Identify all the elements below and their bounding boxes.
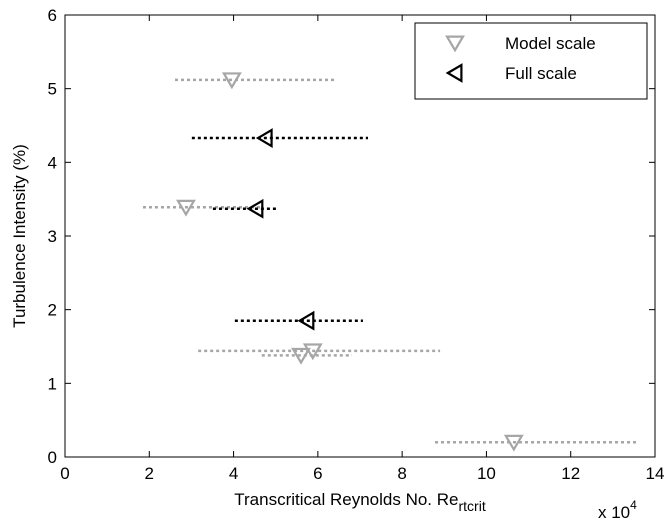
marker (503, 434, 524, 452)
y-tick-label: 6 (48, 6, 57, 25)
y-tick-label: 5 (48, 80, 57, 99)
marker (246, 198, 264, 219)
x-tick-label: 4 (229, 464, 238, 483)
y-axis-label: Turbulence Intensity (%) (10, 144, 29, 328)
legend-label: Full scale (505, 64, 577, 83)
marker (297, 310, 315, 331)
marker (291, 347, 311, 365)
y-tick-label: 4 (48, 153, 57, 172)
y-tick-label: 0 (48, 448, 57, 467)
legend-label: Model scale (505, 34, 596, 53)
x-tick-label: 2 (145, 464, 154, 483)
marker (445, 63, 463, 83)
x-tick-label: 0 (60, 464, 69, 483)
x-tick-label: 6 (313, 464, 322, 483)
y-tick-label: 1 (48, 374, 57, 393)
marker (255, 128, 273, 148)
x-tick-label: 10 (477, 464, 496, 483)
x-multiplier: x 104 (598, 498, 637, 522)
marker (176, 199, 196, 217)
marker (221, 72, 242, 90)
x-multiplier-exp: 4 (630, 498, 637, 512)
x-axis-label-main: Transcritical Reynolds No. Re (234, 490, 458, 509)
y-tick-label: 3 (48, 227, 57, 246)
x-tick-label: 12 (561, 464, 580, 483)
x-tick-label: 14 (646, 464, 665, 483)
x-axis-label: Transcritical Reynolds No. Rertcrit (234, 490, 486, 514)
x-multiplier-base: x 10 (598, 503, 630, 522)
x-tick-label: 8 (397, 464, 406, 483)
marker (445, 35, 465, 53)
x-axis-label-sub: rtcrit (459, 498, 486, 514)
y-tick-label: 2 (48, 301, 57, 320)
